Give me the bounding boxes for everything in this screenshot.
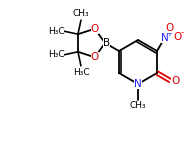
Text: O: O (173, 32, 181, 42)
Text: O: O (171, 76, 180, 85)
Text: O: O (91, 52, 99, 62)
Text: H₃C: H₃C (48, 27, 64, 36)
Text: H₃C: H₃C (73, 68, 89, 77)
Text: CH₃: CH₃ (73, 9, 89, 18)
Text: H₃C: H₃C (48, 50, 64, 59)
Text: O: O (91, 24, 99, 34)
Text: N: N (161, 33, 169, 43)
Text: N: N (134, 79, 142, 89)
Text: B: B (103, 38, 110, 48)
Text: -: - (180, 28, 184, 37)
Text: CH₃: CH₃ (130, 102, 146, 110)
Text: +: + (167, 31, 173, 37)
Text: O: O (165, 23, 173, 33)
